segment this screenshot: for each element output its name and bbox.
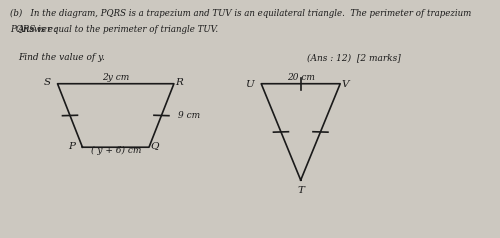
Text: P: P (68, 142, 75, 151)
Text: 2y cm: 2y cm (102, 73, 130, 82)
Text: 20 cm: 20 cm (287, 73, 314, 82)
Text: U: U (246, 80, 254, 89)
Text: ( y + 6) cm: ( y + 6) cm (90, 146, 141, 155)
Text: S: S (44, 78, 51, 87)
Text: Q: Q (150, 142, 158, 151)
Text: Find the value of y.: Find the value of y. (18, 53, 105, 62)
Text: Answer :: Answer : (18, 25, 58, 34)
Text: R: R (175, 78, 183, 87)
Text: (b)   In the diagram, PQRS is a trapezium and TUV is an equilateral triangle.  T: (b) In the diagram, PQRS is a trapezium … (10, 8, 471, 18)
Text: PQRS is equal to the perimeter of triangle TUV.: PQRS is equal to the perimeter of triang… (10, 25, 218, 34)
Text: T: T (298, 186, 304, 195)
Text: V: V (342, 80, 349, 89)
Text: 9 cm: 9 cm (178, 111, 200, 120)
Text: (Ans : 12)  [2 marks]: (Ans : 12) [2 marks] (306, 53, 400, 62)
